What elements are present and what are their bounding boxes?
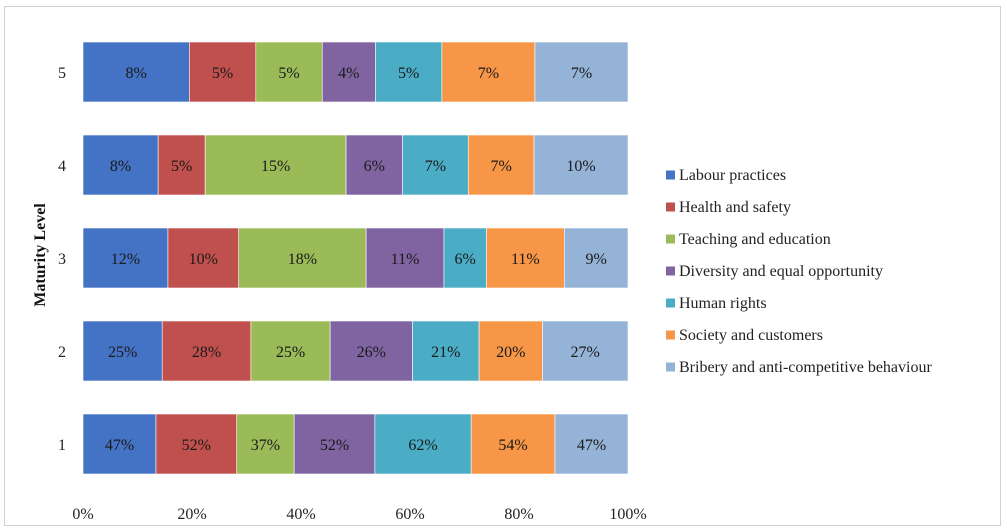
y-tick-label: 5 — [58, 65, 66, 82]
legend-entry-label: Teaching and education — [679, 231, 831, 248]
data-label: 7% — [490, 158, 511, 175]
data-label: 10% — [566, 158, 595, 175]
bar-segment — [82, 413, 157, 475]
data-label: 21% — [431, 344, 460, 361]
data-label: 15% — [261, 158, 290, 175]
bar-segment — [533, 134, 629, 196]
legend-entry-label: Health and safety — [679, 199, 791, 216]
data-label: 10% — [189, 251, 218, 268]
legend-entry-label: Diversity and equal opportunity — [679, 263, 883, 280]
legend: Labour practices Health and safety Teachin… — [666, 167, 932, 376]
data-label: 20% — [496, 344, 525, 361]
legend-entry-label: Society and customers — [679, 327, 823, 344]
bar-segment — [155, 413, 238, 475]
legend-entry-label: Human rights — [679, 295, 767, 312]
data-label: 8% — [126, 65, 147, 82]
data-label: 12% — [111, 251, 140, 268]
bar-segment — [204, 134, 347, 196]
data-label: 6% — [364, 158, 385, 175]
x-tick-label: 40% — [286, 506, 315, 523]
bar-segment — [82, 227, 169, 289]
bar-segment — [478, 320, 543, 382]
data-label: 25% — [108, 344, 137, 361]
legend-swatch — [666, 330, 675, 340]
x-tick-label: 60% — [395, 506, 424, 523]
data-label: 52% — [182, 437, 211, 454]
bar-segment — [486, 227, 565, 289]
data-label: 7% — [425, 158, 446, 175]
data-label: 47% — [105, 437, 134, 454]
bar-segment — [238, 227, 367, 289]
data-label: 4% — [338, 65, 359, 82]
x-tick-label: 20% — [177, 506, 206, 523]
data-label: 5% — [212, 65, 233, 82]
data-label: 7% — [571, 65, 592, 82]
bar-segment — [167, 227, 240, 289]
data-label: 11% — [511, 251, 540, 268]
bar-segment — [563, 227, 629, 289]
legend-swatch — [666, 202, 675, 212]
data-label: 7% — [478, 65, 499, 82]
data-label: 18% — [288, 251, 317, 268]
legend-swatch — [666, 234, 675, 244]
data-label: 62% — [408, 437, 437, 454]
legend-swatch — [666, 362, 675, 372]
legend-swatch — [666, 298, 675, 308]
legend-swatch — [666, 266, 675, 276]
data-label: 47% — [577, 437, 606, 454]
y-tick-label: 1 — [58, 437, 66, 454]
bar-segment — [402, 134, 469, 196]
data-label: 5% — [278, 65, 299, 82]
data-label: 9% — [585, 251, 606, 268]
bar-segment — [375, 41, 443, 103]
data-label: 26% — [357, 344, 386, 361]
data-label: 25% — [276, 344, 305, 361]
bar-segment — [412, 320, 480, 382]
y-tick-label: 3 — [58, 251, 66, 268]
bar-segment — [161, 320, 252, 382]
x-tick-labels: 0% 20% 40% 60% 80% 100% — [72, 506, 646, 523]
y-axis-title: Maturity Level — [32, 203, 49, 307]
bar-segment — [293, 413, 376, 475]
data-label: 6% — [455, 251, 476, 268]
bar-segment — [441, 41, 536, 103]
bar-segment — [470, 413, 556, 475]
bar-segment — [329, 320, 413, 382]
data-label: 28% — [192, 344, 221, 361]
x-tick-label: 0% — [72, 506, 93, 523]
bar-segment — [443, 227, 487, 289]
bar-segment — [554, 413, 629, 475]
bar-segment — [365, 227, 445, 289]
bars-layer: 47% 52% 37% 52% 62% 54% 47% 25% 28% 25% 26% 21% 20% 2… — [82, 41, 629, 475]
y-tick-label: 4 — [58, 158, 66, 175]
y-tick-labels: 1 2 3 4 5 — [58, 65, 66, 454]
bar-segment — [534, 41, 629, 103]
bar-segment — [189, 41, 257, 103]
data-label: 37% — [251, 437, 280, 454]
data-label: 52% — [320, 437, 349, 454]
data-label: 5% — [398, 65, 419, 82]
legend-entry-label: Labour practices — [679, 167, 786, 184]
x-tick-label: 80% — [504, 506, 533, 523]
bar-segment — [82, 320, 163, 382]
bar-segment — [374, 413, 472, 475]
bar-segment — [542, 320, 629, 382]
data-label: 5% — [171, 158, 192, 175]
data-label: 54% — [498, 437, 527, 454]
legend-swatch — [666, 170, 675, 180]
bar-segment — [82, 134, 159, 196]
data-label: 11% — [391, 251, 420, 268]
x-tick-label: 100% — [609, 506, 646, 523]
y-tick-label: 2 — [58, 344, 66, 361]
data-label: 27% — [571, 344, 600, 361]
data-label: 8% — [110, 158, 131, 175]
legend-entry-label: Bribery and anti-competitive behaviour — [679, 359, 932, 376]
bar-segment — [467, 134, 535, 196]
bar-segment — [236, 413, 295, 475]
